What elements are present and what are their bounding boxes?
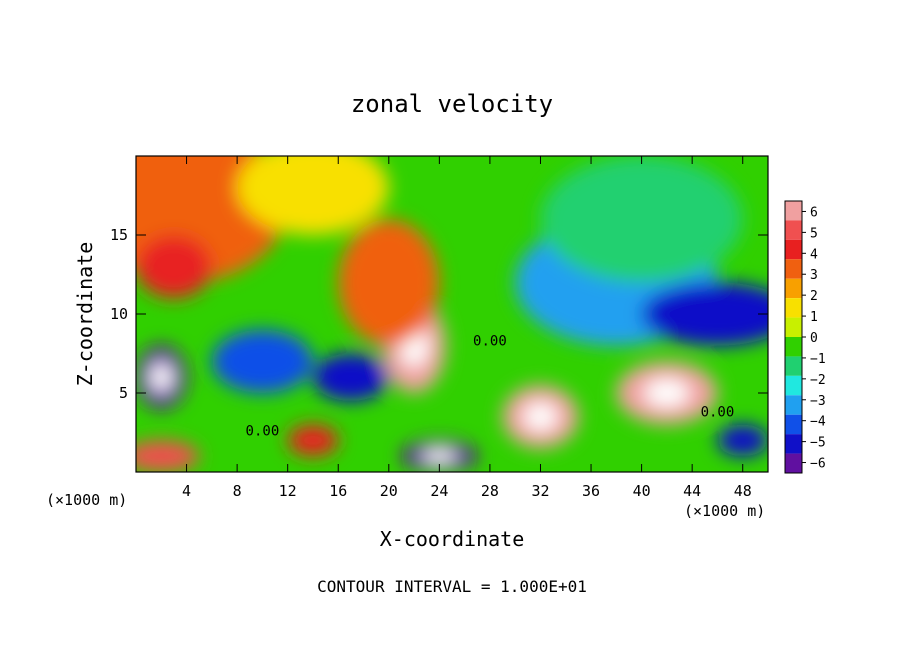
colorbar-tick-label: 4 <box>810 247 818 262</box>
colorbar-segment <box>785 239 802 260</box>
chart-title: zonal velocity <box>351 90 553 118</box>
contour-label: 0.00 <box>701 405 735 421</box>
x-tick-label: 20 <box>380 482 398 500</box>
colorbar: 6 5 4 3 2 1 0 −1 −2 −3 −4 −5 −6 <box>784 200 826 474</box>
colorbar-tick-label: −5 <box>810 436 826 451</box>
colorbar-segment <box>785 453 802 473</box>
colorbar-segment <box>785 317 802 337</box>
colorbar-tick-label: 6 <box>810 205 818 220</box>
colorbar-tick-label: 2 <box>810 289 818 304</box>
x-tick-label: 48 <box>734 482 752 500</box>
x-axis: 4 8 12 16 20 24 28 32 36 40 44 48 <box>182 156 752 500</box>
colorbar-tick-label: 3 <box>810 268 818 283</box>
y-tick-label: 5 <box>119 384 128 402</box>
x-tick-label: 36 <box>582 482 600 500</box>
x-tick-label: 24 <box>430 482 448 500</box>
colorbar-segment <box>785 278 802 299</box>
x-tick-label: 32 <box>531 482 549 500</box>
x-tick-label: 4 <box>182 482 191 500</box>
field-blob <box>211 329 313 393</box>
colorbar-segment <box>785 356 802 376</box>
x-tick-label: 16 <box>329 482 347 500</box>
field-blob <box>540 156 743 283</box>
colorbar-tick-label: −3 <box>810 394 826 409</box>
x-axis-unit-right: (×1000 m) <box>684 502 765 520</box>
colorbar-tick-label: 0 <box>810 331 818 346</box>
y-tick-label: 15 <box>110 226 128 244</box>
field-blob <box>287 424 339 457</box>
field-blob <box>717 424 768 457</box>
field-blob-core <box>644 378 690 408</box>
x-tick-label: 8 <box>233 482 242 500</box>
colorbar-segment <box>785 414 802 435</box>
colorbar-tick-label: 1 <box>810 310 818 325</box>
zero-contours: 0.00 0.00 0.00 <box>246 334 735 440</box>
field-blob-core <box>422 449 457 464</box>
x-tick-label: 28 <box>481 482 499 500</box>
colorbar-segment <box>785 395 802 415</box>
x-tick-label: 44 <box>683 482 701 500</box>
colorbar-tick-label: −6 <box>810 457 826 472</box>
field-blob <box>237 156 389 235</box>
field-blob-core <box>523 402 558 431</box>
colorbar-segment <box>785 337 802 357</box>
velocity-field: 0.00 0.00 0.00 <box>136 156 768 472</box>
contour-label: 0.00 <box>246 424 280 440</box>
x-tick-label: 40 <box>633 482 651 500</box>
field-blob <box>338 219 440 346</box>
colorbar-segment <box>785 259 802 279</box>
y-tick-label: 10 <box>110 305 128 323</box>
x-tick-label: 12 <box>279 482 297 500</box>
colorbar-tick-label: −2 <box>810 373 826 388</box>
colorbar-segment <box>785 201 802 221</box>
field-blobs <box>136 156 768 472</box>
field-blob-core <box>149 362 173 392</box>
x-axis-unit-left: (×1000 m) <box>46 491 127 509</box>
y-axis-title: Z-coordinate <box>73 242 97 387</box>
field-blob <box>136 440 200 472</box>
colorbar-segment <box>785 298 802 318</box>
y-axis: 5 10 15 <box>110 226 768 402</box>
colorbar-tick-label: −4 <box>810 415 826 430</box>
contour-label: 0.00 <box>473 334 507 350</box>
colorbar-segment <box>785 434 802 454</box>
colorbar-segment <box>785 375 802 396</box>
x-axis-title: X-coordinate <box>380 527 525 551</box>
field-blob <box>136 235 212 299</box>
field-blob <box>641 282 768 346</box>
field-blob <box>312 353 389 401</box>
contour-interval-note: CONTOUR INTERVAL = 1.000E+01 <box>317 577 587 596</box>
colorbar-segment <box>785 220 802 240</box>
colorbar-tick-label: −1 <box>810 352 826 367</box>
colorbar-tick-label: 5 <box>810 226 818 241</box>
